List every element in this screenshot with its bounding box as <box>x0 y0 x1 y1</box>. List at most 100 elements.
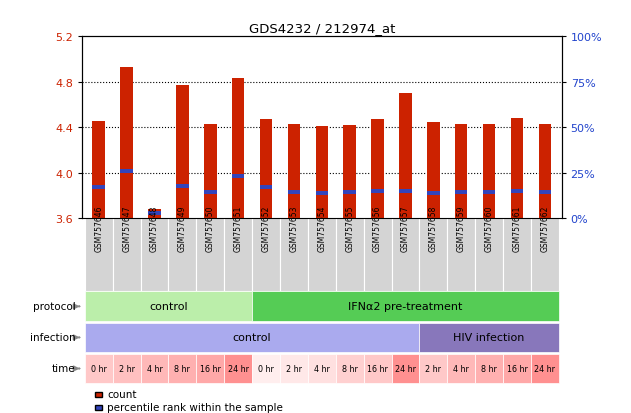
Text: GSM757661: GSM757661 <box>512 205 521 252</box>
Text: 8 hr: 8 hr <box>481 364 497 373</box>
Bar <box>85 354 113 383</box>
Bar <box>168 354 196 383</box>
Bar <box>316 191 328 195</box>
Text: GSM757651: GSM757651 <box>233 205 243 252</box>
Text: 16 hr: 16 hr <box>507 364 528 373</box>
Bar <box>399 190 411 194</box>
Bar <box>85 323 420 352</box>
Bar <box>141 354 168 383</box>
Bar <box>93 121 105 219</box>
Text: 0 hr: 0 hr <box>91 364 107 373</box>
Bar <box>121 68 133 219</box>
Bar <box>121 169 133 173</box>
Bar <box>503 354 531 383</box>
Bar <box>483 190 495 194</box>
Text: 2 hr: 2 hr <box>425 364 441 373</box>
Text: 24 hr: 24 hr <box>395 364 416 373</box>
Bar <box>176 86 189 219</box>
Text: percentile rank within the sample: percentile rank within the sample <box>107 402 283 412</box>
Text: time: time <box>52 363 76 374</box>
Bar <box>308 354 336 383</box>
Text: GSM757658: GSM757658 <box>429 205 438 252</box>
Bar <box>427 122 440 219</box>
Bar <box>252 292 559 321</box>
Text: GSM757659: GSM757659 <box>457 205 466 252</box>
Bar <box>531 354 559 383</box>
Text: IFNα2 pre-treatment: IFNα2 pre-treatment <box>348 301 463 312</box>
Bar <box>93 186 105 190</box>
Bar <box>510 119 523 219</box>
Bar <box>252 354 280 383</box>
Text: GSM757649: GSM757649 <box>178 205 187 252</box>
Bar <box>483 125 495 219</box>
Bar <box>196 354 224 383</box>
Bar <box>391 354 420 383</box>
Text: protocol: protocol <box>33 301 76 312</box>
Bar <box>85 219 113 291</box>
Text: GSM757646: GSM757646 <box>94 205 103 252</box>
Bar <box>260 186 273 190</box>
Text: 0 hr: 0 hr <box>258 364 274 373</box>
Bar <box>204 190 216 194</box>
Text: GSM757653: GSM757653 <box>290 205 298 252</box>
Text: 4 hr: 4 hr <box>453 364 469 373</box>
Bar <box>447 354 475 383</box>
Text: GSM757648: GSM757648 <box>150 205 159 252</box>
Text: GSM757654: GSM757654 <box>317 205 326 252</box>
Bar <box>531 219 559 291</box>
Bar <box>363 219 391 291</box>
Bar <box>343 190 356 194</box>
Bar <box>280 354 308 383</box>
Text: 4 hr: 4 hr <box>314 364 330 373</box>
Bar <box>539 125 551 219</box>
Bar <box>447 219 475 291</box>
Bar <box>427 191 440 195</box>
Bar <box>141 219 168 291</box>
Text: 16 hr: 16 hr <box>200 364 221 373</box>
Text: 2 hr: 2 hr <box>286 364 302 373</box>
Text: GSM757655: GSM757655 <box>345 205 354 252</box>
Bar <box>475 219 503 291</box>
Text: infection: infection <box>30 332 76 343</box>
Bar <box>539 190 551 194</box>
Text: 4 hr: 4 hr <box>146 364 162 373</box>
Bar <box>503 219 531 291</box>
Text: GSM757657: GSM757657 <box>401 205 410 252</box>
Bar <box>224 219 252 291</box>
Text: HIV infection: HIV infection <box>454 332 525 343</box>
Bar <box>232 79 244 219</box>
Text: GSM757656: GSM757656 <box>373 205 382 252</box>
Bar <box>363 354 391 383</box>
Bar <box>475 354 503 383</box>
Text: control: control <box>233 332 271 343</box>
Bar <box>85 292 252 321</box>
Bar <box>260 120 273 219</box>
Bar <box>224 354 252 383</box>
Text: 24 hr: 24 hr <box>534 364 555 373</box>
Text: 2 hr: 2 hr <box>119 364 134 373</box>
Bar <box>399 94 411 219</box>
Text: 8 hr: 8 hr <box>342 364 358 373</box>
Bar <box>420 219 447 291</box>
Bar <box>391 219 420 291</box>
Bar <box>455 125 468 219</box>
Text: control: control <box>149 301 188 312</box>
Text: GSM757662: GSM757662 <box>540 205 550 252</box>
Bar <box>280 219 308 291</box>
Title: GDS4232 / 212974_at: GDS4232 / 212974_at <box>249 21 395 35</box>
Bar <box>288 190 300 194</box>
Text: count: count <box>107 389 137 399</box>
Bar <box>371 120 384 219</box>
Bar <box>148 210 161 219</box>
Bar <box>252 219 280 291</box>
Text: GSM757650: GSM757650 <box>206 205 215 252</box>
Text: 16 hr: 16 hr <box>367 364 388 373</box>
Bar <box>308 219 336 291</box>
Bar <box>336 354 363 383</box>
Bar <box>204 125 216 219</box>
Text: GSM757652: GSM757652 <box>261 205 271 252</box>
Bar <box>343 126 356 219</box>
Bar <box>168 219 196 291</box>
Bar <box>371 189 384 193</box>
Text: GSM757647: GSM757647 <box>122 205 131 252</box>
